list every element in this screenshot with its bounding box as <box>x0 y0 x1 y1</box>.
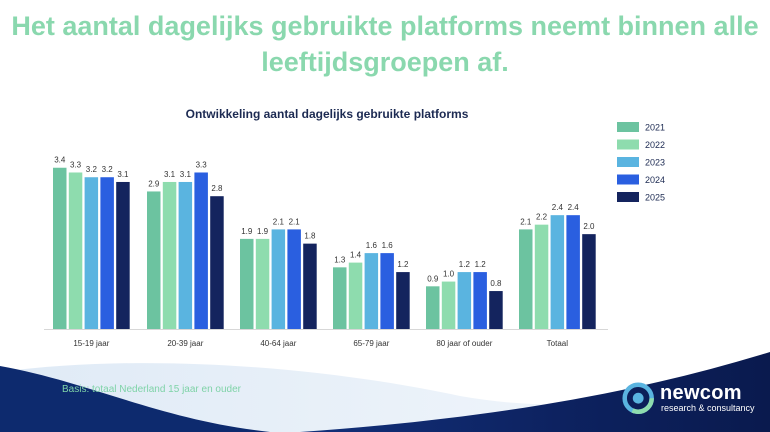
legend-label: 2024 <box>645 175 665 185</box>
bar-2024-3 <box>380 253 394 329</box>
bar-2023-5 <box>550 215 565 329</box>
value-label: 1.2 <box>475 260 487 269</box>
legend-label: 2022 <box>645 140 665 150</box>
bar-2025-0 <box>116 181 130 329</box>
value-label: 3.2 <box>86 165 98 174</box>
bar-2024-0 <box>100 177 114 329</box>
value-label: 1.9 <box>241 227 253 236</box>
value-label: 1.3 <box>334 255 346 264</box>
legend-swatch-2022 <box>617 139 639 150</box>
bar-2024-5 <box>566 215 580 329</box>
value-label: 2.4 <box>568 203 580 212</box>
bar-2023-0 <box>84 177 99 329</box>
value-label: 2.4 <box>552 203 564 212</box>
bar-2024-2 <box>287 229 301 329</box>
bar-2023-4 <box>457 272 472 329</box>
brand-tagline: research & consultancy <box>661 403 755 413</box>
legend-label: 2021 <box>645 123 665 133</box>
category-label: 20-39 jaar <box>167 339 203 348</box>
value-label: 3.1 <box>117 170 129 179</box>
value-label: 2.1 <box>520 217 532 226</box>
value-label: 1.6 <box>366 241 378 250</box>
category-label: 65-79 jaar <box>353 339 389 348</box>
value-label: 1.8 <box>304 232 316 241</box>
value-label: 3.3 <box>196 160 208 169</box>
value-label: 1.6 <box>382 241 394 250</box>
bar-2025-5 <box>582 234 596 329</box>
bar-2023-3 <box>364 253 379 329</box>
bar-2023-2 <box>271 229 286 329</box>
bar-2023-1 <box>178 181 193 329</box>
bar-2024-4 <box>473 272 487 329</box>
legend-label: 2025 <box>645 193 665 203</box>
value-label: 3.4 <box>54 156 66 165</box>
bar-2021-2 <box>240 238 254 329</box>
value-label: 1.2 <box>459 260 471 269</box>
headline-line-1: Het aantal dagelijks gebruikte platforms… <box>11 11 759 41</box>
bar-2021-3 <box>333 267 347 329</box>
value-label: 2.9 <box>148 179 160 188</box>
bar-2021-5 <box>519 229 533 329</box>
category-label: 80 jaar of ouder <box>436 339 492 348</box>
bar-2021-0 <box>53 167 67 329</box>
legend-swatch-2021 <box>617 122 639 132</box>
bar-2025-2 <box>303 243 317 329</box>
value-label: 3.1 <box>180 170 192 179</box>
legend-label: 2023 <box>645 158 665 168</box>
value-label: 3.1 <box>164 170 176 179</box>
chart-legend: 2021 2022 2023 2024 2025 <box>617 122 665 203</box>
bar-2021-1 <box>147 191 161 329</box>
bar-2021-4 <box>426 286 440 329</box>
value-label: 1.9 <box>257 227 269 236</box>
bar-2025-3 <box>396 272 410 329</box>
value-label: 2.8 <box>211 184 223 193</box>
value-label: 2.0 <box>583 222 595 231</box>
category-label: 40-64 jaar <box>260 339 296 348</box>
bar-2025-1 <box>210 196 224 329</box>
bar-2022-2 <box>255 238 270 329</box>
chart-title: Ontwikkeling aantal dagelijks gebruikte … <box>186 107 469 121</box>
brand-name: newcom <box>660 382 742 404</box>
value-label: 2.2 <box>536 213 548 222</box>
value-label: 3.2 <box>102 165 114 174</box>
legend-swatch-2025 <box>617 192 639 202</box>
bar-2024-1 <box>194 172 208 329</box>
value-label: 0.8 <box>490 279 502 288</box>
value-label: 1.2 <box>397 260 409 269</box>
headline-line-2: leeftijdsgroepen af. <box>261 47 509 77</box>
bar-2022-1 <box>162 181 177 329</box>
category-label: 15-19 jaar <box>73 339 109 348</box>
value-label: 3.3 <box>70 160 82 169</box>
basis-note: Basis: totaal Nederland 15 jaar en ouder <box>62 384 242 395</box>
value-label: 1.4 <box>350 251 362 260</box>
bar-2022-0 <box>68 172 83 329</box>
value-label: 0.9 <box>427 274 439 283</box>
bar-2025-4 <box>489 291 503 329</box>
legend-swatch-2024 <box>617 174 639 185</box>
bar-2022-3 <box>348 262 363 329</box>
page-headline: Het aantal dagelijks gebruikte platforms… <box>0 8 770 80</box>
newcom-logo-icon <box>622 382 654 414</box>
value-label: 1.0 <box>443 270 455 279</box>
value-label: 2.1 <box>273 217 285 226</box>
bar-2022-4 <box>441 281 456 329</box>
bar-2022-5 <box>534 224 549 329</box>
category-label: Totaal <box>547 339 569 348</box>
value-label: 2.1 <box>289 217 301 226</box>
legend-swatch-2023 <box>617 157 639 167</box>
